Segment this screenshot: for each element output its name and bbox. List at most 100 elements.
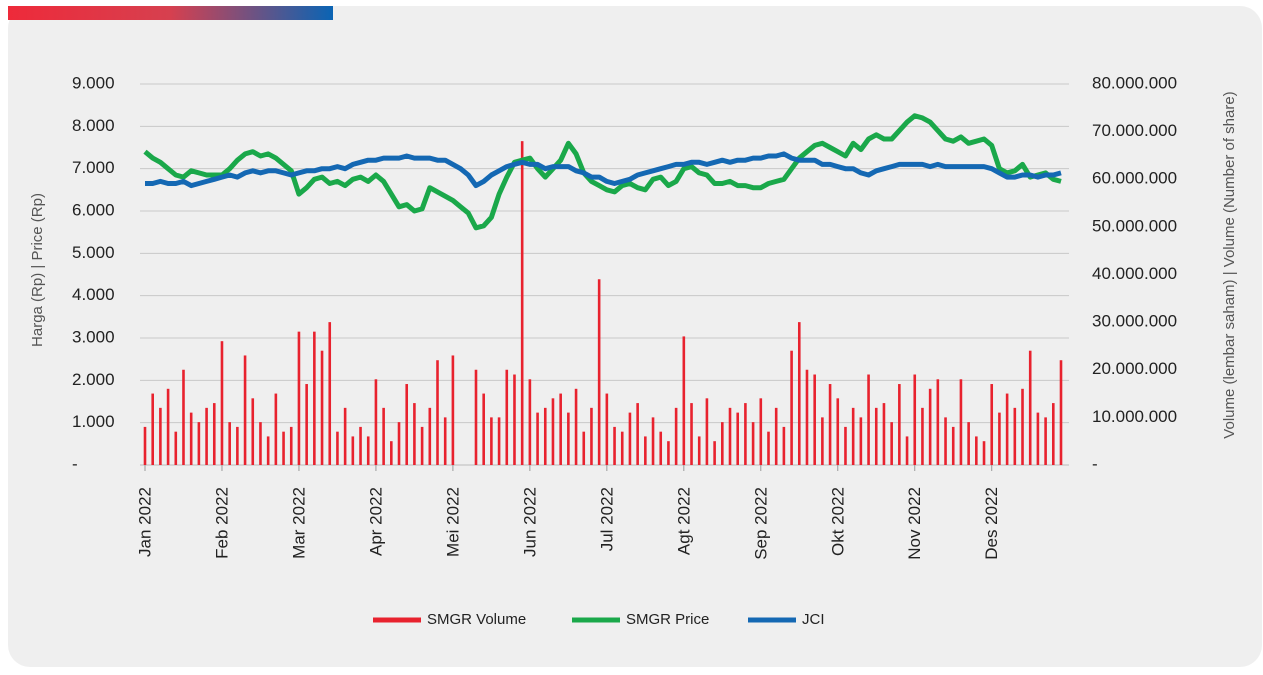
volume-bar	[690, 403, 693, 465]
volume-bar	[212, 403, 216, 465]
volume-bar	[1013, 407, 1017, 465]
volume-bar	[536, 412, 539, 465]
y2-tick-label: -	[1092, 454, 1098, 473]
volume-bar	[705, 398, 709, 465]
volume-bar	[1021, 388, 1024, 465]
volume-bar	[813, 374, 816, 465]
volume-bar	[343, 407, 347, 465]
volume-bar	[1028, 350, 1032, 465]
x-tick-label: Apr 2022	[366, 487, 385, 556]
volume-bar	[359, 426, 362, 465]
volume-bar	[890, 422, 893, 465]
y-tick-label: 2.000	[72, 370, 115, 389]
volume-bar	[728, 407, 732, 465]
y-tick-label: 3.000	[72, 327, 115, 346]
volume-bar	[505, 369, 509, 465]
y2-tick-label: 20.000.000	[1092, 359, 1177, 378]
volume-bar	[289, 426, 293, 465]
x-tick-label: Agt 2022	[674, 487, 693, 555]
volume-bar	[998, 412, 1001, 465]
volume-bar	[982, 441, 986, 465]
x-tick-label: Nov 2022	[905, 487, 924, 560]
volume-bar	[605, 393, 609, 465]
volume-bar	[420, 426, 424, 465]
volume-bar	[805, 369, 809, 465]
volume-bar	[1005, 393, 1009, 465]
x-tick-label: Feb 2022	[212, 487, 231, 559]
volume-bar	[774, 407, 778, 465]
volume-bar	[251, 398, 255, 465]
volume-bar	[274, 393, 278, 465]
volume-bar	[928, 388, 932, 465]
volume-bar	[159, 407, 162, 465]
top-bar	[8, 6, 333, 20]
y-tick-label: 1.000	[72, 412, 115, 431]
volume-bar	[590, 407, 593, 465]
y2-tick-label: 70.000.000	[1092, 121, 1177, 140]
y-axis-title: Harga (Rp) | Price (Rp)	[29, 193, 46, 347]
volume-bar	[975, 436, 978, 465]
y2-tick-label: 10.000.000	[1092, 407, 1177, 426]
volume-bar	[228, 422, 231, 465]
volume-bar	[636, 403, 639, 465]
volume-bar	[828, 384, 832, 465]
y-tick-label: -	[72, 454, 78, 473]
volume-bar	[451, 355, 455, 465]
volume-bar	[620, 431, 624, 465]
volume-bar	[413, 403, 416, 465]
y2-axis-title: Volume (lembar saham) | Volume (Number o…	[1221, 91, 1238, 438]
y2-tick-label: 30.000.000	[1092, 312, 1177, 331]
volume-bar	[297, 331, 301, 465]
volume-bar	[644, 436, 647, 465]
y-tick-label: 8.000	[72, 116, 115, 135]
volume-bar	[736, 412, 740, 465]
price-line	[145, 151, 1062, 189]
x-tick-label: Okt 2022	[828, 487, 847, 556]
volume-bar	[405, 384, 409, 465]
volume-bar	[759, 398, 763, 465]
volume-bar	[767, 431, 770, 465]
volume-bar	[713, 441, 716, 465]
volume-bar	[851, 407, 855, 465]
volume-bar	[967, 422, 970, 465]
x-tick-label: Mei 2022	[443, 487, 462, 557]
volume-bar	[490, 417, 493, 465]
volume-bar	[390, 441, 393, 465]
volume-bar	[682, 336, 686, 465]
volume-bar	[520, 141, 524, 465]
volume-bar	[944, 417, 947, 465]
volume-bar	[1044, 417, 1047, 465]
volume-bar	[674, 407, 678, 465]
volume-bar	[697, 436, 701, 465]
volume-bar	[436, 360, 439, 465]
volume-bar	[236, 426, 239, 465]
volume-bar	[374, 379, 378, 465]
volume-bar	[821, 417, 824, 465]
volume-bar	[951, 426, 955, 465]
volume-bar	[482, 393, 485, 465]
volume-bar	[628, 412, 632, 465]
volume-bar	[651, 417, 655, 465]
legend-label: SMGR Volume	[427, 611, 526, 628]
volume-bar	[336, 431, 339, 465]
volume-bar	[528, 379, 532, 465]
volume-bar	[220, 341, 224, 465]
x-tick-label: Sep 2022	[751, 487, 770, 560]
volume-bar	[551, 398, 555, 465]
volume-bar	[913, 374, 917, 465]
volume-bar	[667, 441, 670, 465]
volume-bar	[990, 384, 994, 465]
volume-bar	[174, 431, 178, 465]
volume-bar	[559, 393, 562, 465]
y2-tick-label: 50.000.000	[1092, 216, 1177, 235]
volume-bar	[259, 422, 262, 465]
volume-bar	[197, 422, 201, 465]
volume-bar	[613, 426, 616, 465]
volume-bar	[597, 279, 601, 465]
volume-bar	[790, 350, 793, 465]
volume-bar	[366, 436, 370, 465]
y2-tick-label: 40.000.000	[1092, 264, 1177, 283]
volume-bar	[882, 403, 886, 465]
volume-bar	[936, 379, 940, 465]
